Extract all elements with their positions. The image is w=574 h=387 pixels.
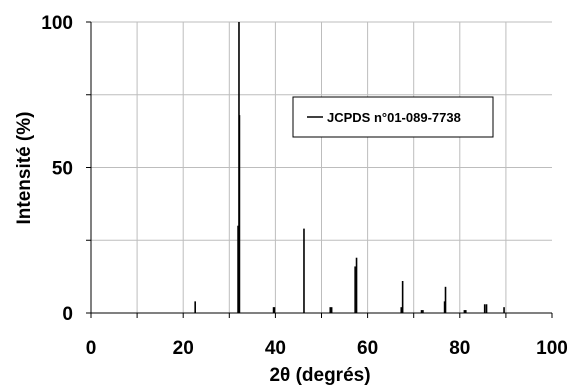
x-tick-label: 100: [536, 338, 568, 359]
x-tick-label: 80: [449, 338, 470, 359]
x-axis-title: 2θ (degrés): [269, 365, 370, 386]
y-tick-labels: 0 50 100: [41, 13, 73, 325]
y-tick-label: 50: [52, 159, 73, 180]
diffraction-peaks: [194, 22, 505, 313]
x-tick-label: 20: [173, 338, 194, 359]
x-tick-label: 40: [265, 338, 286, 359]
y-tick-label: 100: [41, 13, 73, 34]
x-tick-labels: 0 20 40 60 80 100: [86, 338, 568, 359]
legend-box: [292, 96, 494, 138]
y-tick-label: 0: [62, 304, 73, 325]
x-tick-label: 60: [357, 338, 378, 359]
legend-label: JCPDS n°01-089-7738: [327, 110, 461, 125]
grid: [91, 21, 552, 313]
legend: JCPDS n°01-089-7738: [292, 96, 494, 138]
y-axis-title: Intensité (%): [14, 112, 35, 225]
axes: [86, 21, 553, 318]
x-tick-label: 0: [86, 338, 97, 359]
